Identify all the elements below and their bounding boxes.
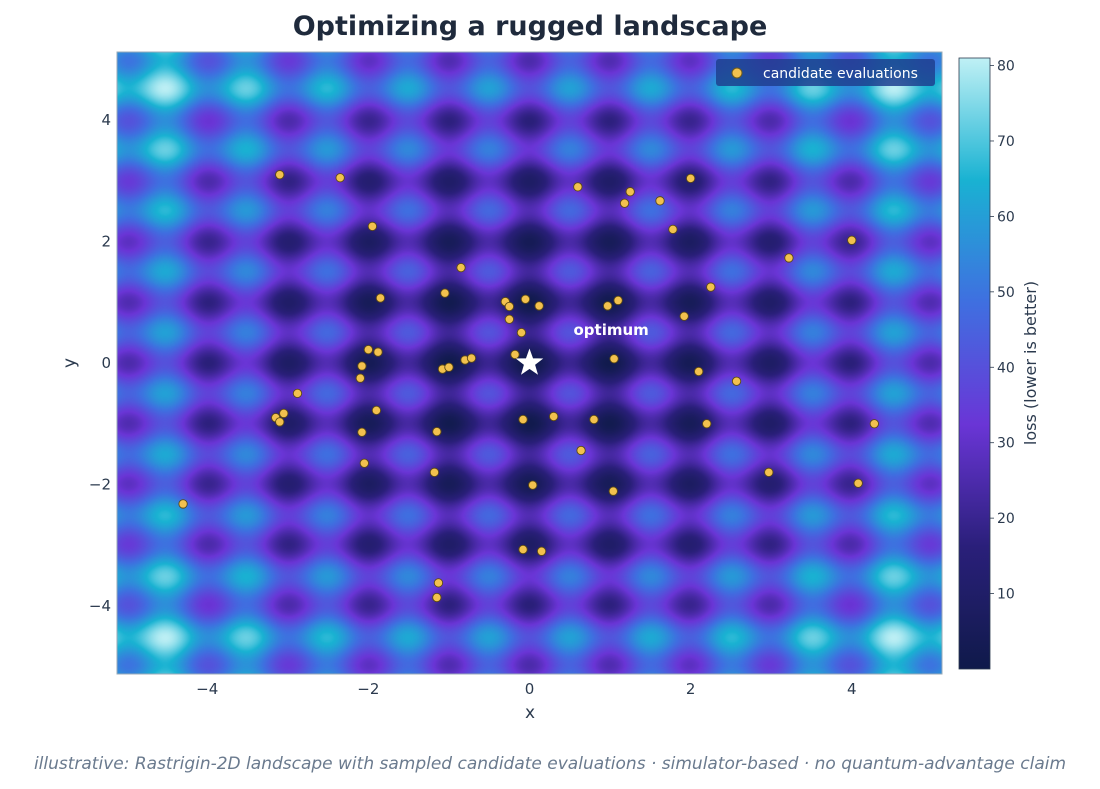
candidate-point-55 [178, 499, 188, 509]
optimum-annotation: optimum [574, 321, 649, 339]
candidate-point-12 [847, 235, 857, 245]
candidate-point-16 [613, 295, 623, 306]
candidate-point-0 [275, 170, 285, 180]
candidate-point-19 [520, 294, 531, 304]
candidate-point-22 [504, 314, 515, 324]
legend-box [716, 59, 935, 86]
candidate-point-38 [371, 405, 382, 416]
colorbar-tick-label: 30 [997, 436, 1015, 452]
candidate-point-51 [359, 458, 369, 468]
y-tick-label: −4 [89, 597, 111, 615]
y-axis-ticks: −4 −2 0 2 4 [89, 111, 111, 615]
candidate-point-27 [373, 347, 383, 357]
candidate-point-44 [576, 445, 586, 456]
candidate-point-10 [685, 173, 696, 183]
colorbar-tick-label: 10 [997, 587, 1015, 603]
candidate-point-1 [335, 173, 345, 183]
colorbar-label: loss (lower is better) [1021, 281, 1040, 445]
candidate-point-24 [510, 349, 520, 360]
candidate-point-50 [853, 478, 863, 488]
candidate-point-54 [608, 486, 618, 496]
plot-area: optimum [117, 52, 942, 674]
candidate-point-31 [444, 362, 454, 372]
legend: candidate evaluations [716, 59, 935, 86]
candidate-point-40 [432, 426, 442, 437]
candidate-point-3 [375, 293, 386, 303]
colorbar-ticks: 10 20 30 40 50 60 70 80 [990, 59, 1015, 603]
optimum-star-marker [515, 348, 544, 375]
colorbar-tick-label: 50 [997, 285, 1015, 301]
colorbar-tick-label: 70 [997, 134, 1015, 150]
candidate-point-21 [504, 301, 515, 312]
candidate-point-58 [433, 578, 444, 588]
colorbar-tick-label: 60 [997, 209, 1015, 225]
candidate-point-36 [279, 408, 289, 419]
candidate-point-33 [466, 353, 477, 363]
candidate-point-23 [516, 327, 527, 338]
candidate-point-13 [784, 253, 794, 263]
candidate-point-4 [456, 262, 466, 273]
candidate-point-2 [367, 221, 378, 231]
candidate-point-48 [869, 419, 879, 429]
candidate-point-29 [355, 373, 365, 383]
x-tick-label: 2 [686, 680, 696, 698]
candidate-point-34 [292, 388, 303, 399]
candidate-point-59 [432, 592, 442, 603]
x-tick-label: −2 [357, 680, 379, 698]
y-tick-label: −2 [89, 475, 111, 493]
figure-caption: illustrative: Rastrigin-2D landscape wit… [33, 754, 1067, 774]
x-tick-label: 0 [525, 680, 535, 698]
candidate-point-41 [518, 414, 528, 425]
candidate-point-46 [731, 376, 742, 386]
x-tick-label: 4 [847, 680, 857, 698]
x-tick-label: −4 [196, 680, 218, 698]
candidate-point-45 [694, 366, 704, 377]
candidate-point-47 [702, 419, 712, 429]
x-axis-label: x [525, 703, 535, 723]
candidate-point-9 [655, 196, 665, 206]
chart-title: Optimizing a rugged landscape [293, 11, 768, 42]
colorbar-tick-label: 80 [997, 59, 1015, 75]
candidate-point-53 [528, 480, 538, 490]
plot-frame [116, 51, 943, 675]
colorbar-tick-label: 20 [997, 511, 1015, 527]
candidate-point-28 [357, 361, 367, 371]
candidate-point-6 [573, 182, 583, 192]
candidate-point-15 [679, 311, 689, 321]
candidate-point-14 [706, 282, 716, 292]
candidate-point-25 [609, 354, 619, 364]
candidate-point-7 [625, 187, 635, 197]
candidate-point-18 [534, 301, 544, 311]
candidate-point-17 [602, 301, 613, 311]
candidate-point-49 [764, 467, 774, 477]
y-tick-label: 2 [101, 233, 111, 251]
candidate-point-11 [668, 224, 678, 235]
candidate-point-57 [536, 546, 547, 556]
scatter-points [178, 170, 879, 603]
candidate-point-43 [589, 414, 599, 425]
candidate-point-8 [619, 198, 630, 208]
candidate-point-52 [429, 467, 440, 477]
candidate-point-39 [357, 427, 367, 437]
colorbar-gradient [958, 57, 991, 670]
candidate-point-56 [518, 544, 528, 555]
legend-marker [731, 67, 743, 79]
candidate-point-26 [363, 344, 374, 355]
candidate-point-37 [275, 417, 285, 427]
y-tick-label: 0 [101, 354, 111, 372]
candidate-point-5 [440, 288, 450, 298]
colorbar-tick-label: 40 [997, 360, 1015, 376]
colorbar: 10 20 30 40 50 60 70 80 loss (lower is better) [958, 57, 1040, 670]
legend-entry-candidate-evaluations: candidate evaluations [763, 66, 918, 82]
candidate-point-42 [549, 411, 559, 422]
y-tick-label: 4 [101, 111, 111, 129]
x-axis-ticks: −4 −2 0 2 4 [196, 680, 856, 698]
y-axis-label: y [60, 358, 80, 368]
